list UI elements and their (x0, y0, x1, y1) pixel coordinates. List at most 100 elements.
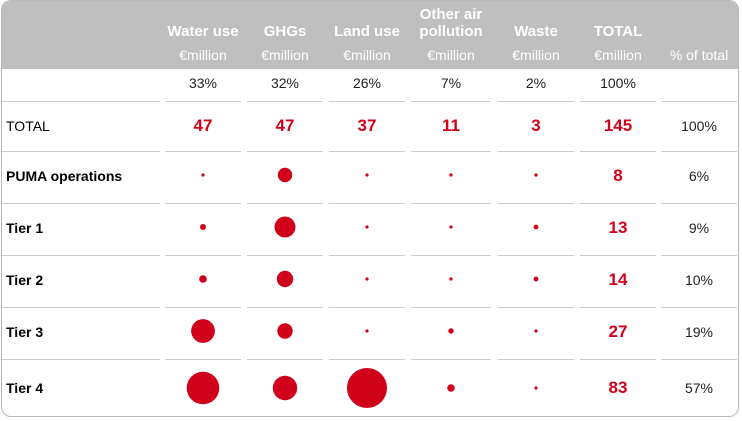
col-unit-water-use: €million (179, 47, 227, 63)
row-divider (411, 203, 491, 204)
row-divider (580, 307, 656, 308)
bubble-tier-2-land-use (365, 277, 369, 281)
total-other-air-pollution: 11 (442, 116, 460, 135)
row-divider (411, 307, 491, 308)
col-unit-ghgs: €million (261, 47, 309, 63)
bubble-tier-1-land-use (365, 225, 369, 229)
row-divider (580, 255, 656, 256)
row-label-puma-operations: PUMA operations (6, 168, 123, 184)
bubble-tier-3-other-air-pollution (448, 328, 454, 334)
row-divider (165, 101, 241, 102)
col-unit-waste: €million (512, 47, 560, 63)
col-header-water-use: Water use (167, 23, 239, 40)
total-waste: 3 (531, 116, 541, 135)
row-divider (2, 307, 160, 308)
pct-tier-2: 10% (684, 272, 714, 288)
col-unit-land-use: €million (343, 47, 391, 63)
share-other-air-pollution: 7% (440, 75, 462, 91)
col-header-waste: Waste (514, 23, 558, 40)
pct-total: 100% (681, 118, 717, 134)
row-divider (580, 203, 656, 204)
row-divider (411, 255, 491, 256)
share-total: 100% (600, 75, 636, 91)
row-divider (165, 151, 241, 152)
tier-total-tier-3: 27 (608, 322, 628, 341)
bubble-tier-1-water-use (200, 224, 206, 230)
row-divider (329, 151, 405, 152)
row-label-tier-1: Tier 1 (6, 220, 44, 236)
total-ghgs: 47 (275, 116, 295, 135)
row-divider (498, 359, 574, 360)
row-divider (661, 203, 737, 204)
row-divider (411, 151, 491, 152)
pct-tier-3: 19% (684, 324, 714, 340)
bubble-tier-2-other-air-pollution (449, 277, 453, 281)
col-unit-other-air-pollution: €million (427, 47, 475, 63)
row-divider (165, 359, 241, 360)
row-divider (165, 307, 241, 308)
row-divider (498, 101, 574, 102)
bubble-tier-4-land-use (347, 368, 387, 408)
row-label-tier-2: Tier 2 (6, 272, 44, 288)
tier-total-tier-1: 13 (608, 218, 628, 237)
row-divider (661, 359, 737, 360)
bubble-tier-4-water-use (186, 371, 220, 405)
bubble-tier-1-waste (533, 224, 539, 230)
bubble-tier-4-ghgs (272, 375, 298, 401)
row-divider (580, 151, 656, 152)
row-divider (165, 255, 241, 256)
row-label-tier-4: Tier 4 (6, 380, 44, 396)
row-divider (2, 151, 160, 152)
row-divider (329, 359, 405, 360)
tier-total-tier-2: 14 (608, 270, 628, 289)
col-header-other-air-pollution: Other air pollution (419, 6, 483, 40)
tier-total-tier-4: 83 (608, 378, 628, 397)
pct-tier-4: 57% (684, 380, 714, 396)
row-divider (247, 151, 323, 152)
row-divider (2, 255, 160, 256)
bubble-tier-2-ghgs (276, 270, 294, 288)
col-header-pct-of-total: % of total (669, 47, 729, 63)
bubble-tier-2-water-use (199, 275, 207, 283)
col-unit-total: €million (594, 47, 642, 63)
total-water-use: 47 (193, 116, 213, 135)
row-divider (661, 151, 737, 152)
row-divider (411, 101, 491, 102)
col-header-ghgs: GHGs (263, 23, 307, 40)
row-label-tier-3: Tier 3 (6, 324, 44, 340)
row-divider (165, 203, 241, 204)
share-waste: 2% (525, 75, 547, 91)
row-divider (247, 203, 323, 204)
row-divider (247, 359, 323, 360)
row-label-total: TOTAL (6, 118, 50, 134)
bubble-tier-2-waste (533, 276, 539, 282)
share-water-use: 33% (188, 75, 218, 91)
row-divider (329, 307, 405, 308)
bubble-puma-operations-land-use (365, 173, 369, 177)
row-divider (2, 359, 160, 360)
bubble-tier-1-other-air-pollution (449, 225, 453, 229)
bubble-puma-operations-waste (534, 173, 538, 177)
bubble-tier-3-waste (534, 329, 538, 333)
header-band (2, 1, 738, 69)
bubble-tier-4-other-air-pollution (447, 384, 455, 392)
row-divider (580, 101, 656, 102)
pct-tier-1: 9% (688, 220, 710, 236)
col-header-total: TOTAL (593, 23, 643, 40)
bubble-puma-operations-other-air-pollution (449, 173, 453, 177)
pct-puma-operations: 6% (688, 168, 710, 184)
tier-total-puma-operations: 8 (613, 166, 623, 185)
row-divider (661, 255, 737, 256)
bubble-puma-operations-water-use (201, 173, 205, 177)
row-divider (247, 307, 323, 308)
row-divider (661, 101, 737, 102)
row-divider (498, 203, 574, 204)
row-divider (247, 255, 323, 256)
row-divider (329, 203, 405, 204)
row-divider (580, 359, 656, 360)
bubble-puma-operations-ghgs (277, 167, 293, 183)
row-divider (329, 255, 405, 256)
row-divider (498, 255, 574, 256)
